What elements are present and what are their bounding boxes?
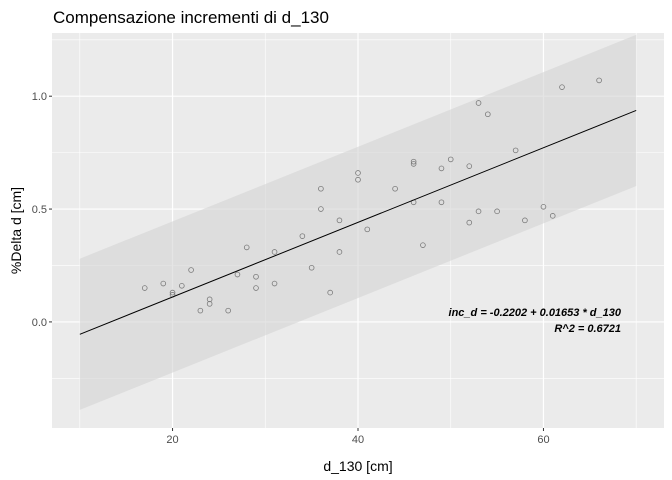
data-point (253, 285, 259, 291)
data-point (355, 176, 361, 183)
x-axis-title: d_130 [cm] (323, 458, 392, 474)
data-point (549, 213, 556, 219)
data-point (420, 242, 426, 248)
y-tick-label: 0.5 (32, 204, 47, 216)
regression-equation-annotation: inc_d = -0.2202 + 0.01653 * d_130 (449, 307, 622, 319)
data-point (336, 217, 343, 224)
y-tick-label: 0.0 (32, 317, 47, 329)
data-point (318, 206, 324, 212)
data-point (225, 307, 231, 314)
data-point (188, 267, 194, 273)
data-point (243, 244, 250, 251)
x-tick-label: 40 (352, 434, 364, 446)
data-point (466, 219, 473, 226)
data-point (253, 273, 259, 280)
x-tick-label: 60 (537, 434, 549, 446)
data-point (512, 147, 519, 154)
data-point (234, 271, 241, 278)
data-point (206, 296, 213, 303)
data-point (410, 161, 417, 167)
data-point (522, 217, 528, 224)
data-point (141, 285, 148, 291)
x-axis-ticks: 20 40 60 (166, 428, 550, 446)
data-point (179, 282, 185, 289)
data-point (475, 100, 482, 106)
data-point (336, 249, 343, 255)
data-point (355, 170, 361, 176)
data-point (197, 307, 204, 314)
data-point (438, 165, 445, 172)
data-point (271, 280, 278, 287)
regression-line (79, 109, 637, 335)
data-point (160, 280, 167, 287)
data-point (410, 158, 417, 165)
y-axis-title: %Delta d [cm] (8, 187, 24, 274)
data-point (299, 233, 306, 239)
r-squared-annotation: R^2 = 0.6721 (554, 323, 621, 335)
y-axis-ticks: 0.0 0.5 1.0 (32, 91, 52, 329)
data-point (392, 185, 398, 192)
data-point (596, 77, 602, 84)
points-layer (141, 77, 602, 314)
data-point (169, 289, 176, 296)
fit-line-layer (79, 109, 637, 335)
data-point (318, 185, 324, 192)
data-point (327, 289, 333, 296)
x-tick-label: 20 (166, 434, 178, 446)
data-point (466, 163, 473, 169)
data-point (364, 226, 371, 233)
data-point (475, 208, 482, 215)
data-point (494, 208, 500, 215)
data-point (559, 84, 565, 90)
chart-title: Compensazione incrementi di d_130 (53, 8, 329, 27)
data-point (271, 249, 278, 255)
data-point (438, 199, 445, 206)
data-point (540, 204, 547, 210)
data-point (308, 264, 315, 271)
y-tick-label: 1.0 (32, 91, 47, 103)
data-point (485, 111, 491, 118)
data-point (447, 156, 454, 163)
